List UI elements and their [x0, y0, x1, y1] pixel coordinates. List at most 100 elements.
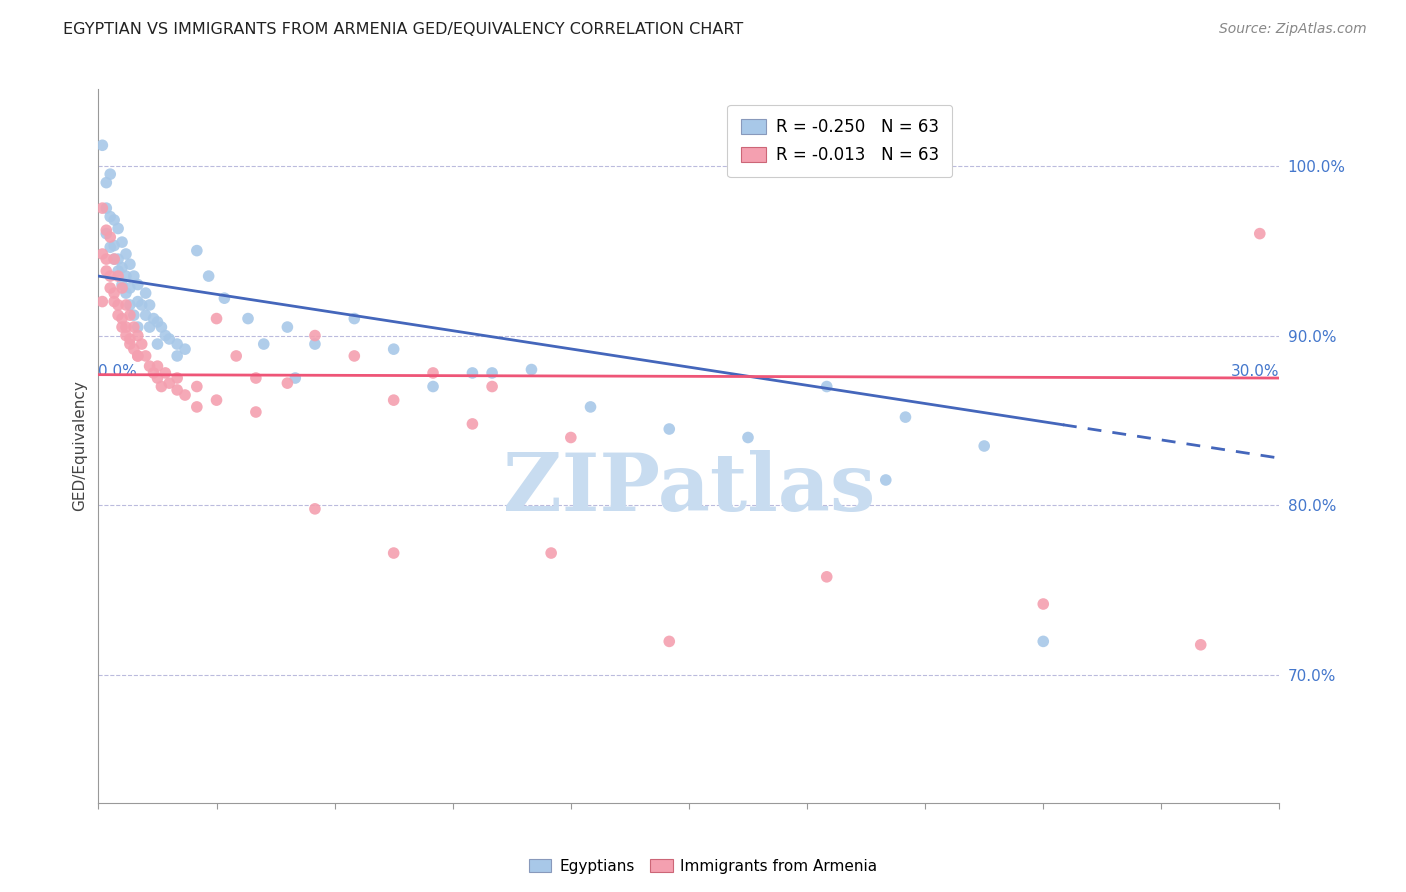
Point: [115, 328, 138, 343]
Point: [382, 393, 405, 408]
Point: [103, 252, 125, 266]
Point: [127, 349, 149, 363]
Point: [186, 244, 208, 258]
Point: [111, 260, 134, 275]
Text: EGYPTIAN VS IMMIGRANTS FROM ARMENIA GED/EQUIVALENCY CORRELATION CHART: EGYPTIAN VS IMMIGRANTS FROM ARMENIA GED/…: [63, 22, 744, 37]
Point: [98, 167, 121, 181]
Point: [118, 337, 141, 351]
Point: [481, 379, 503, 393]
Point: [122, 269, 145, 284]
Point: [157, 376, 180, 391]
Point: [118, 308, 141, 322]
Point: [304, 501, 326, 516]
Point: [107, 308, 129, 322]
Point: [122, 342, 145, 356]
Point: [127, 328, 149, 343]
Point: [658, 634, 681, 648]
Point: [186, 379, 208, 393]
Point: [422, 379, 444, 393]
Point: [103, 238, 125, 252]
Point: [560, 430, 582, 444]
Point: [135, 349, 157, 363]
Point: [737, 430, 759, 444]
Point: [127, 294, 149, 309]
Point: [103, 286, 125, 301]
Point: [111, 281, 134, 295]
Point: [245, 405, 267, 419]
Point: [138, 320, 160, 334]
Point: [142, 311, 165, 326]
Point: [118, 298, 141, 312]
Point: [111, 277, 134, 292]
Point: [131, 337, 153, 351]
Point: [122, 308, 145, 322]
Point: [98, 240, 121, 254]
Text: 0.0%: 0.0%: [98, 364, 138, 379]
Point: [276, 376, 298, 391]
Point: [205, 311, 228, 326]
Point: [91, 201, 114, 215]
Point: [131, 298, 153, 312]
Point: [245, 371, 267, 385]
Point: [304, 337, 326, 351]
Point: [174, 388, 197, 402]
Point: [343, 311, 366, 326]
Point: [118, 281, 141, 295]
Point: [1032, 597, 1054, 611]
Text: 30.0%: 30.0%: [1232, 364, 1279, 379]
Point: [107, 252, 129, 266]
Point: [103, 213, 125, 227]
Point: [205, 393, 228, 408]
Y-axis label: GED/Equivalency: GED/Equivalency: [72, 381, 87, 511]
Point: [115, 320, 138, 334]
Point: [103, 252, 125, 266]
Point: [118, 332, 141, 346]
Point: [815, 379, 838, 393]
Point: [98, 210, 121, 224]
Point: [166, 337, 188, 351]
Point: [111, 311, 134, 326]
Point: [142, 366, 165, 380]
Point: [253, 337, 276, 351]
Point: [382, 342, 405, 356]
Point: [1189, 638, 1212, 652]
Point: [658, 422, 681, 436]
Point: [146, 359, 169, 373]
Point: [91, 294, 114, 309]
Point: [276, 320, 298, 334]
Point: [1249, 227, 1271, 241]
Point: [135, 308, 157, 322]
Text: ZIPatlas: ZIPatlas: [503, 450, 875, 528]
Point: [157, 332, 180, 346]
Point: [146, 371, 169, 385]
Point: [91, 247, 114, 261]
Point: [96, 201, 118, 215]
Point: [111, 320, 134, 334]
Point: [284, 371, 307, 385]
Point: [122, 320, 145, 334]
Point: [540, 546, 562, 560]
Point: [98, 281, 121, 295]
Point: [973, 439, 995, 453]
Point: [96, 223, 118, 237]
Point: [225, 349, 247, 363]
Point: [91, 138, 114, 153]
Point: [115, 298, 138, 312]
Point: [127, 320, 149, 334]
Point: [1032, 634, 1054, 648]
Point: [461, 366, 484, 380]
Point: [107, 264, 129, 278]
Point: [96, 176, 118, 190]
Point: [150, 379, 173, 393]
Point: [115, 269, 138, 284]
Point: [382, 546, 405, 560]
Point: [138, 298, 160, 312]
Point: [127, 277, 149, 292]
Point: [875, 473, 897, 487]
Legend: Egyptians, Immigrants from Armenia: Egyptians, Immigrants from Armenia: [523, 853, 883, 880]
Point: [214, 291, 236, 305]
Point: [174, 342, 197, 356]
Point: [343, 349, 366, 363]
Point: [520, 362, 543, 376]
Point: [481, 366, 503, 380]
